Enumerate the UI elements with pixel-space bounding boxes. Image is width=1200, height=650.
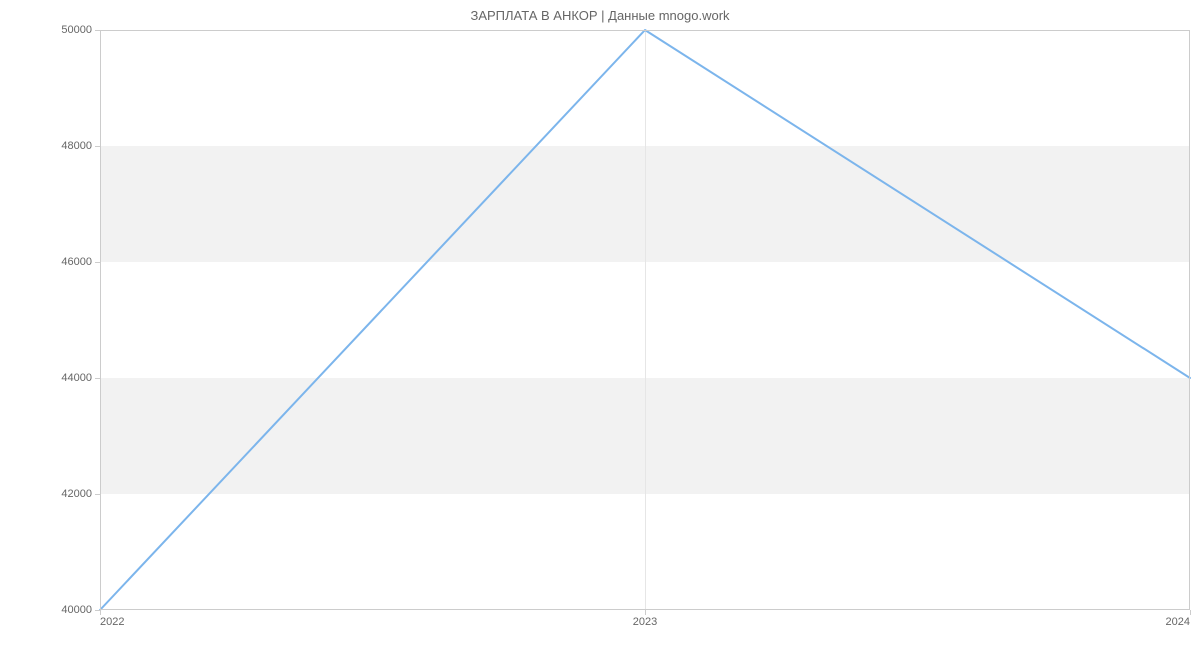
y-tick-label: 50000 [61,24,100,36]
x-tick-label: 2023 [633,610,657,628]
plot-border [100,30,1190,610]
y-tick-label: 46000 [61,256,100,268]
y-tick-label: 42000 [61,488,100,500]
y-tick-label: 44000 [61,372,100,384]
y-tick-label: 48000 [61,140,100,152]
x-tick-label: 2022 [100,610,124,628]
chart-title: ЗАРПЛАТА В АНКОР | Данные mnogo.work [0,8,1200,23]
y-tick-label: 40000 [61,604,100,616]
x-tick-label: 2024 [1166,610,1190,628]
salary-chart: ЗАРПЛАТА В АНКОР | Данные mnogo.work 400… [0,0,1200,650]
x-tick-mark [1190,610,1191,615]
plot-area: 400004200044000460004800050000 202220232… [100,30,1190,610]
